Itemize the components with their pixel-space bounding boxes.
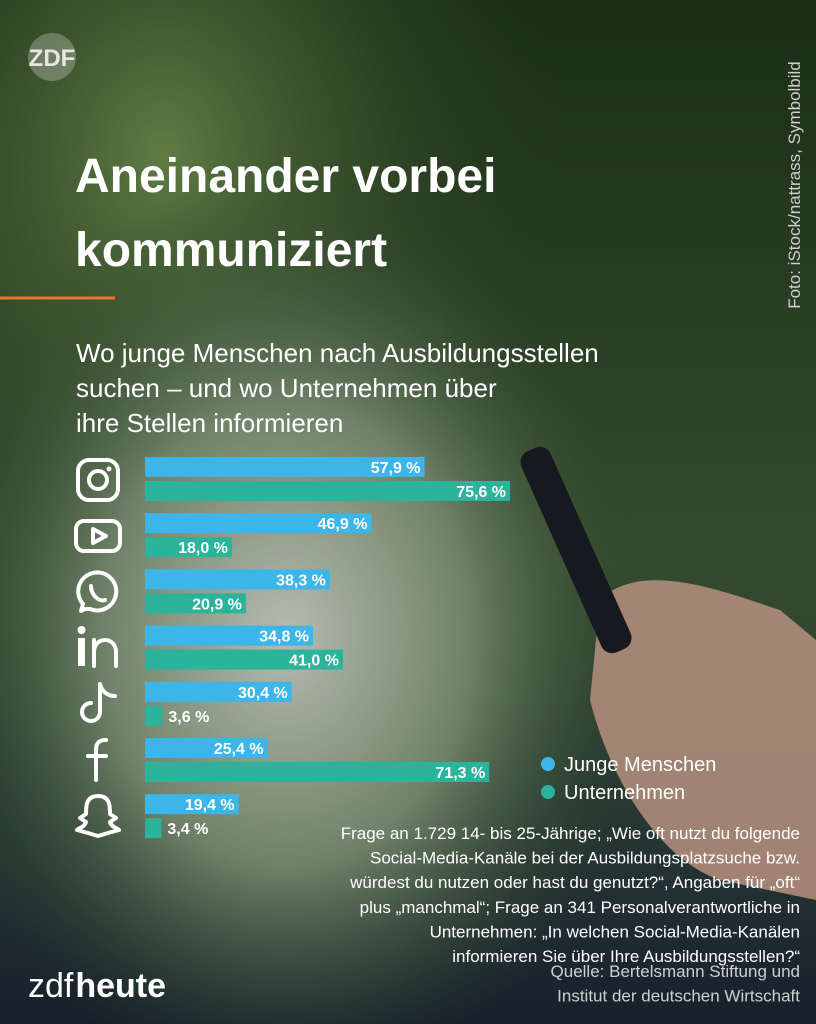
brand-right: heute [75, 967, 166, 1005]
footnote: würdest du nutzen oder hast du genutzt?“… [349, 873, 800, 892]
value-label: 3,6 % [168, 709, 209, 726]
value-label: 19,4 % [185, 797, 235, 814]
value-label: 25,4 % [214, 741, 264, 758]
bar [145, 818, 162, 839]
bar [145, 481, 510, 501]
value-label: 41,0 % [289, 653, 339, 670]
chart-subtitle: Wo junge Menschen nach Ausbildungsstelle… [76, 338, 599, 368]
bar [145, 649, 343, 670]
value-label: 20,9 % [192, 596, 242, 613]
bar [145, 705, 163, 726]
bar [145, 457, 425, 477]
logo: ZDF [29, 45, 76, 72]
brand-left: zdf [28, 967, 74, 1005]
bar [145, 625, 314, 646]
bar-chart: 57,9 % 75,6 % 46,9 % 18,0 % 38,3 % 20,9 % 34,8… [145, 457, 510, 839]
source: Quelle: Bertelsmann Stiftung und [551, 962, 800, 981]
bar [145, 537, 232, 558]
logo-badge [28, 33, 76, 81]
chart-title: Aneinander vorbei [75, 150, 496, 203]
legend-label: Unternehmen [564, 782, 685, 804]
value-label: 34,8 % [259, 629, 309, 646]
footnote: informieren Sie über Ihre Ausbildungsste… [452, 947, 800, 966]
value-label: 18,0 % [178, 540, 228, 557]
value-label: 71,3 % [435, 765, 485, 782]
legend-swatch [541, 785, 555, 799]
value-label: 75,6 % [456, 484, 506, 501]
bar [145, 569, 330, 590]
footnote: plus „manchmal“; Frage an 341 Personalve… [360, 898, 800, 917]
chart-subtitle: suchen – und wo Unternehmen über [76, 373, 497, 403]
source: Institut der deutschen Wirtschaft [557, 987, 800, 1006]
footnote: Frage an 1.729 14- bis 25-Jährige; „Wie … [341, 824, 800, 843]
chart-title: kommuniziert [75, 224, 387, 277]
value-label: 57,9 % [371, 460, 421, 477]
bar [145, 738, 268, 758]
icons [74, 458, 122, 838]
footnote: Unternehmen: „In welchen Social-Media-Ka… [430, 922, 800, 941]
value-label: 38,3 % [276, 572, 326, 589]
hand-with-phone [520, 446, 816, 900]
chart-subtitle: ihre Stellen informieren [76, 408, 343, 438]
bar [145, 593, 246, 614]
brand: zdfheute [28, 967, 166, 1005]
photo-credit: Foto: iStock/nattrass, Symbolbild [785, 61, 804, 309]
value-label: 3,4 % [167, 821, 208, 838]
legend-label: Junge Menschen [564, 754, 716, 776]
value-label: 30,4 % [238, 685, 288, 702]
bar [145, 681, 292, 702]
bar [145, 794, 239, 815]
legend-swatch [541, 757, 555, 771]
bar [145, 762, 490, 782]
bar [145, 513, 372, 534]
value-label: 46,9 % [318, 516, 368, 533]
footnote: Social-Media-Kanäle bei der Ausbildungsp… [370, 849, 800, 868]
